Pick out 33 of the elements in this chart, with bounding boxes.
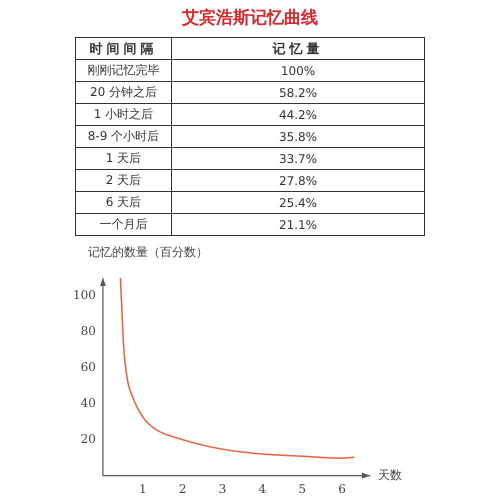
x-tick-label: 4 (258, 482, 267, 496)
text: 100% (280, 64, 316, 78)
y-tick-label: 60 (80, 360, 96, 374)
y-tick-label: 20 (80, 432, 96, 446)
category-label: 6 天后 (76, 192, 172, 214)
x-tick-label: 2 (178, 482, 186, 496)
y-axis-title: 记忆的数量（百分数） (88, 244, 208, 261)
y-tick-label: 100 (73, 288, 96, 302)
x-tick-label: 6 (338, 482, 346, 496)
line-series (120, 278, 355, 459)
text: 27.8% (278, 174, 318, 188)
category-label: 8-9 个小时后 (76, 126, 172, 148)
x-tick-label: 5 (298, 482, 306, 496)
category-label: 1 天后 (76, 148, 172, 170)
text: 25.4% (278, 196, 318, 210)
category-label: 2 天后 (76, 170, 172, 192)
category-label: 一个月后 (76, 214, 172, 236)
text: 记忆量 (172, 38, 424, 60)
text: 21.1% (278, 218, 318, 232)
x-tick-label: 3 (218, 482, 226, 496)
text: 35.8% (278, 130, 318, 144)
text: 58.2% (278, 86, 318, 100)
text: 33.7% (278, 152, 318, 166)
category-label: 1 小时之后 (76, 104, 172, 126)
text: 44.2% (278, 108, 318, 122)
text: 艾宾浩斯记忆曲线 (181, 7, 319, 29)
y-tick-label: 40 (80, 396, 96, 410)
category-label: 刚刚记忆完毕 (76, 60, 172, 82)
y-tick-label: 80 (80, 324, 96, 338)
x-axis-title: 天数 (378, 467, 402, 484)
text: 时间间隔 (76, 38, 172, 60)
x-tick-label: 1 (138, 482, 147, 496)
category-label: 20 分钟之后 (76, 82, 172, 104)
